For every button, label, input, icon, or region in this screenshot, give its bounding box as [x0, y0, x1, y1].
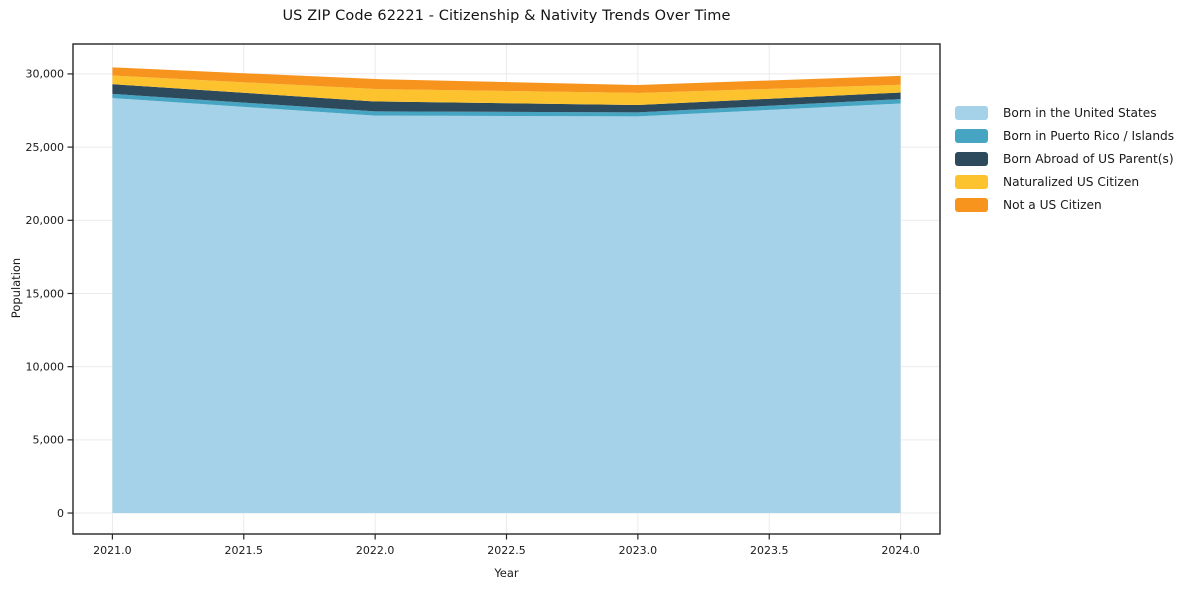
legend-label: Born Abroad of US Parent(s) [1003, 152, 1174, 166]
legend-swatch [955, 152, 988, 166]
y-tick-label: 20,000 [26, 214, 65, 227]
y-tick-label: 30,000 [26, 68, 65, 81]
legend-item: Not a US Citizen [955, 198, 1174, 212]
legend-swatch [955, 175, 988, 189]
x-tick-label: 2021.5 [225, 544, 264, 557]
legend-label: Born in the United States [1003, 106, 1157, 120]
legend-label: Born in Puerto Rico / Islands [1003, 129, 1175, 143]
x-tick-label: 2023.0 [619, 544, 658, 557]
area-series [112, 93, 901, 117]
y-tick-label: 10,000 [26, 360, 65, 373]
legend: Born in the United States Born in Puerto … [955, 106, 1174, 221]
legend-label: Not a US Citizen [1003, 198, 1102, 212]
legend-swatch [955, 129, 988, 143]
legend-item: Born Abroad of US Parent(s) [955, 152, 1174, 166]
area-series [112, 98, 901, 514]
legend-item: Naturalized US Citizen [955, 175, 1174, 189]
x-tick-label: 2021.0 [93, 544, 132, 557]
y-tick-label: 0 [57, 507, 64, 520]
y-tick-label: 25,000 [26, 141, 65, 154]
y-tick-label: 5,000 [33, 434, 65, 447]
x-tick-label: 2022.0 [356, 544, 395, 557]
legend-swatch [955, 198, 988, 212]
area-series [112, 84, 901, 113]
chart-title: US ZIP Code 62221 - Citizenship & Nativi… [282, 8, 731, 24]
legend-item: Born in Puerto Rico / Islands [955, 129, 1174, 143]
x-tick-label: 2023.5 [750, 544, 789, 557]
x-axis-label: Year [494, 566, 519, 580]
area-series [112, 75, 901, 105]
y-axis-label: Population [9, 257, 23, 319]
legend-label: Naturalized US Citizen [1003, 175, 1140, 189]
x-tick-label: 2022.5 [487, 544, 526, 557]
legend-swatch [955, 106, 988, 120]
x-tick-label: 2024.0 [881, 544, 920, 557]
area-series [112, 67, 901, 93]
y-tick-label: 15,000 [26, 287, 65, 300]
legend-item: Born in the United States [955, 106, 1174, 120]
